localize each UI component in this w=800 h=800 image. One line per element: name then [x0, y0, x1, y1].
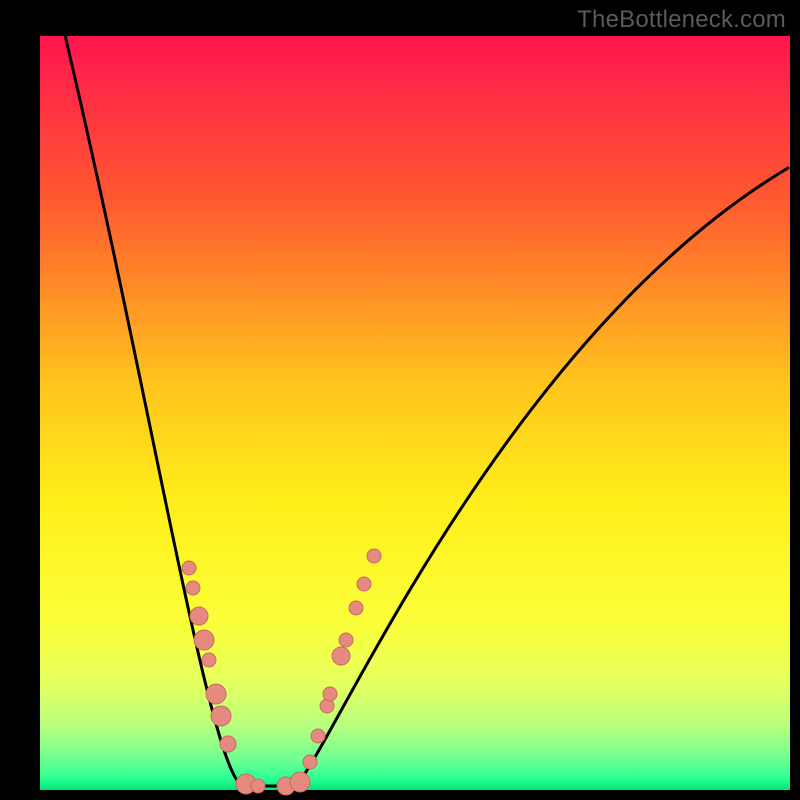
data-marker: [190, 607, 208, 625]
data-marker: [332, 647, 350, 665]
data-marker: [186, 581, 200, 595]
data-marker: [311, 729, 325, 743]
data-marker: [202, 653, 216, 667]
data-marker: [367, 549, 381, 563]
data-marker: [251, 779, 265, 793]
data-marker: [182, 561, 196, 575]
data-marker: [349, 601, 363, 615]
data-marker: [339, 633, 353, 647]
data-marker: [206, 684, 226, 704]
data-marker: [211, 706, 231, 726]
plot-area: [40, 36, 790, 790]
data-marker: [290, 772, 310, 792]
data-marker: [323, 687, 337, 701]
watermark-text: TheBottleneck.com: [577, 6, 786, 34]
bottleneck-chart: [0, 0, 800, 800]
data-marker: [303, 755, 317, 769]
data-marker: [194, 630, 214, 650]
data-marker: [357, 577, 371, 591]
data-marker: [220, 736, 236, 752]
